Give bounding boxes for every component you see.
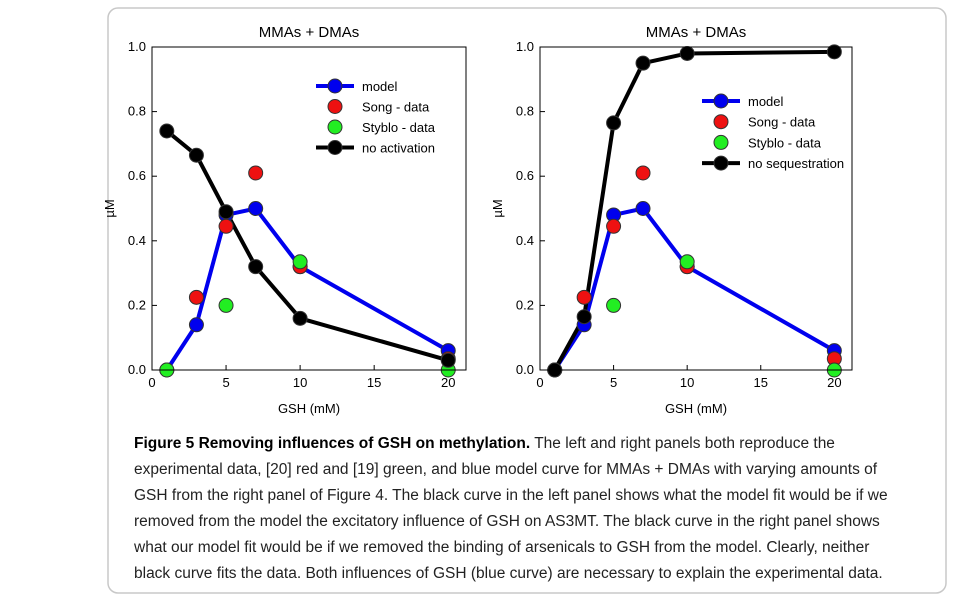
y-tick-label: 0.2	[128, 297, 146, 312]
series-line	[553, 206, 836, 372]
legend-label: Styblo - data	[748, 135, 822, 150]
y-tick-label: 0.8	[128, 104, 146, 119]
x-tick-label: 5	[610, 375, 617, 390]
data-point	[248, 259, 264, 275]
caption-line: removed from the model the excitatory in…	[134, 513, 880, 530]
x-tick-label: 15	[754, 375, 768, 390]
legend-marker	[327, 140, 343, 155]
data-point	[679, 45, 695, 61]
data-point	[440, 352, 456, 368]
legend-label: Styblo - data	[362, 120, 436, 135]
x-tick-label: 0	[536, 375, 543, 390]
y-tick-label: 0.4	[516, 233, 534, 248]
data-point	[679, 254, 695, 270]
data-point	[576, 289, 592, 305]
data-point	[188, 147, 204, 163]
legend-marker	[713, 93, 729, 109]
caption-line: black curve fits the data. Both influenc…	[134, 565, 883, 582]
legend-label: Song - data	[362, 100, 430, 115]
y-axis-label: µM	[490, 199, 505, 217]
x-axis-label: GSH (mM)	[665, 401, 727, 416]
x-tick-label: 5	[222, 375, 229, 390]
caption-line: what our model fit would be if we remove…	[134, 539, 870, 556]
data-point	[292, 254, 308, 270]
series-line	[552, 49, 835, 371]
data-point	[218, 204, 234, 220]
data-point	[606, 115, 622, 131]
x-tick-label: 10	[680, 375, 694, 390]
y-tick-label: 1.0	[516, 39, 534, 54]
legend-marker	[713, 114, 729, 130]
legend-label: no activation	[362, 141, 435, 156]
legend-label: model	[748, 94, 784, 109]
legend-label: no sequestration	[748, 156, 844, 171]
x-tick-label: 20	[827, 375, 841, 390]
legend-marker	[713, 134, 729, 150]
caption-line: GSH from the right panel of Figure 4. Th…	[134, 487, 888, 504]
caption-line: experimental data, [20] red and [19] gre…	[134, 461, 878, 478]
series-line	[165, 206, 450, 372]
x-tick-label: 10	[293, 375, 307, 390]
x-axis-label: GSH (mM)	[278, 401, 340, 416]
caption-line: The left and right panels both reproduce…	[534, 435, 835, 452]
data-point	[188, 317, 204, 333]
data-point	[292, 310, 308, 326]
data-point	[248, 165, 264, 181]
y-tick-label: 0.0	[128, 362, 146, 377]
plot-frame	[151, 46, 467, 371]
data-point	[635, 201, 651, 216]
legend-marker	[713, 155, 729, 171]
y-tick-label: 0.8	[516, 104, 534, 119]
data-point	[635, 55, 651, 71]
y-tick-label: 0.0	[516, 362, 534, 377]
data-point	[635, 165, 651, 181]
data-point	[218, 297, 234, 313]
data-point	[826, 44, 842, 60]
chart-title: MMAs + DMAs	[259, 24, 359, 41]
legend-label: model	[362, 79, 398, 94]
x-tick-label: 0	[148, 375, 155, 390]
y-axis-label: µM	[102, 199, 117, 217]
data-point	[188, 289, 204, 305]
figure-frame	[107, 7, 947, 594]
data-point	[248, 201, 264, 216]
y-tick-label: 1.0	[128, 39, 146, 54]
data-point	[606, 218, 622, 234]
legend-marker	[327, 119, 343, 135]
x-tick-label: 15	[367, 375, 381, 390]
data-point	[606, 297, 622, 313]
data-point	[576, 309, 592, 325]
y-tick-label: 0.6	[516, 168, 534, 183]
data-point	[218, 218, 234, 234]
data-point	[159, 123, 175, 139]
caption: Figure 5 Removing influences of GSH on m…	[134, 431, 888, 587]
caption-title: Figure 5 Removing influences of GSH on m…	[134, 435, 531, 452]
plot-frame	[539, 46, 853, 371]
y-tick-label: 0.2	[516, 297, 534, 312]
chart-title: MMAs + DMAs	[646, 24, 746, 41]
legend-label: Song - data	[748, 115, 816, 130]
legend-marker	[327, 78, 343, 94]
legend-marker	[327, 99, 343, 114]
y-tick-label: 0.4	[128, 233, 146, 248]
x-tick-label: 20	[441, 375, 455, 390]
y-tick-label: 0.6	[128, 168, 146, 183]
